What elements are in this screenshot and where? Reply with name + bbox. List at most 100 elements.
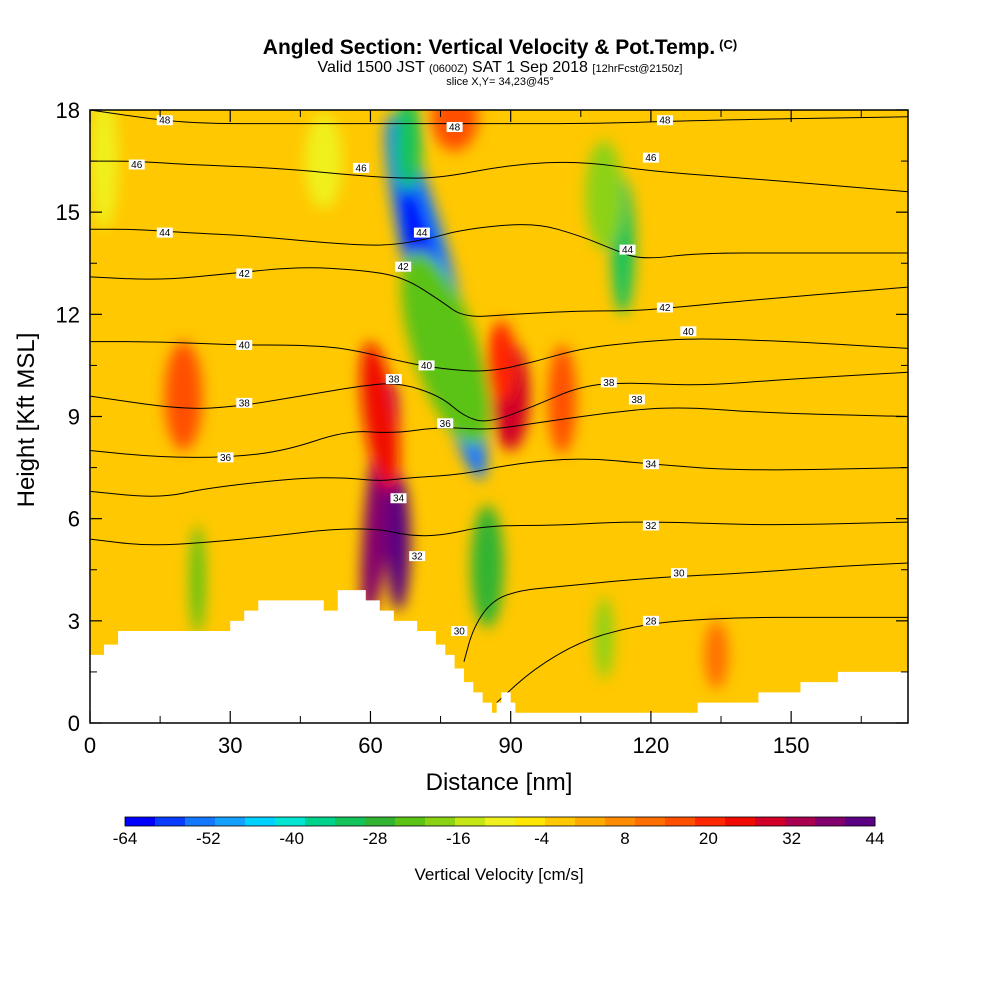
colorbar-swatch bbox=[395, 817, 426, 826]
colorbar-swatch bbox=[575, 817, 606, 826]
terrain-mask bbox=[90, 590, 908, 723]
x-tick-label: 60 bbox=[358, 733, 382, 758]
colorbar-swatch bbox=[305, 817, 336, 826]
contour-label-bg bbox=[619, 244, 636, 255]
colorbar-swatch bbox=[725, 817, 756, 826]
contour-label-bg bbox=[642, 152, 659, 163]
vv-feature bbox=[548, 344, 577, 454]
contour-label-bg bbox=[600, 377, 617, 388]
contour-label-40: 40 bbox=[683, 327, 695, 338]
contour-label-34: 34 bbox=[393, 494, 405, 505]
y-axis-title: Height [Kft MSL] bbox=[13, 333, 40, 508]
contour-label-bg bbox=[156, 227, 173, 238]
colorbar-tick-label: 8 bbox=[620, 829, 629, 848]
theta-contour-48 bbox=[90, 110, 908, 125]
contour-label-32: 32 bbox=[412, 552, 424, 563]
valid-prefix: Valid 1500 JST bbox=[317, 59, 425, 76]
y-tick-label: 15 bbox=[56, 200, 80, 225]
contour-label-48: 48 bbox=[449, 123, 461, 134]
vv-feature bbox=[386, 474, 411, 611]
contour-label-bg bbox=[642, 520, 659, 531]
colorbar-swatch bbox=[215, 817, 246, 826]
contour-label-38: 38 bbox=[631, 395, 643, 406]
colorbar-swatch bbox=[605, 817, 636, 826]
y-tick-label: 12 bbox=[56, 302, 80, 327]
contour-label-bg bbox=[409, 551, 426, 562]
colorbar-swatch bbox=[335, 817, 366, 826]
chart-title-unit: (C) bbox=[719, 37, 738, 52]
forecast-info: [12hrFcst@2150z] bbox=[592, 63, 683, 75]
contour-label-44: 44 bbox=[159, 228, 171, 239]
contour-label-bg bbox=[385, 374, 402, 385]
contour-label-36: 36 bbox=[440, 419, 452, 430]
colorbar-tick-label: -16 bbox=[446, 829, 471, 848]
colorbar-swatch bbox=[455, 817, 486, 826]
colorbar-swatch bbox=[485, 817, 516, 826]
contour-label-bg bbox=[236, 339, 253, 350]
colorbar-tick-label: 32 bbox=[782, 829, 801, 848]
contour-label-28: 28 bbox=[645, 616, 657, 627]
contour-label-38: 38 bbox=[603, 378, 615, 389]
contour-label-bg bbox=[446, 122, 463, 133]
colorbar: -64 -52 -40 -28 -16 -4 8 20 32 44 bbox=[113, 816, 884, 848]
theta-contour-46 bbox=[90, 160, 908, 193]
contour-label-bg bbox=[217, 452, 234, 463]
chart-title-text: Angled Section: Vertical Velocity & Pot.… bbox=[262, 36, 716, 59]
contour-label-44: 44 bbox=[622, 245, 634, 256]
x-tick-label: 30 bbox=[218, 733, 242, 758]
colorbar-swatch bbox=[665, 817, 696, 826]
colorbar-frame bbox=[124, 816, 876, 827]
vv-feature bbox=[585, 140, 623, 250]
colorbar-swatch bbox=[695, 817, 726, 826]
vv-feature bbox=[400, 250, 490, 447]
colorbar-swatch bbox=[815, 817, 846, 826]
vv-feature bbox=[704, 620, 729, 689]
theta-contour-30 bbox=[463, 562, 908, 662]
contour-label-bg bbox=[642, 459, 659, 470]
vv-feature bbox=[487, 321, 516, 403]
theta-contour-36 bbox=[90, 407, 908, 458]
contour-label-36: 36 bbox=[220, 453, 232, 464]
contour-label-bg bbox=[353, 162, 370, 173]
colorbar-swatch bbox=[125, 817, 156, 826]
contour-label-bg bbox=[628, 394, 645, 405]
contour-label-38: 38 bbox=[239, 398, 251, 409]
theta-contour-44 bbox=[90, 224, 908, 259]
plot-area: 48 48 48 46 46 46 44 44 44 42 42 42 40 40 40 38 38 38 38 36… bbox=[90, 110, 908, 723]
contour-label-bg bbox=[680, 326, 697, 337]
colorbar-swatch bbox=[845, 817, 876, 826]
colorbar-swatch bbox=[365, 817, 396, 826]
contour-label-46: 46 bbox=[131, 160, 143, 171]
colorbar-swatch bbox=[515, 817, 546, 826]
contour-label-30: 30 bbox=[673, 569, 685, 580]
contour-label-30: 30 bbox=[454, 627, 466, 638]
colorbar-swatch bbox=[275, 817, 306, 826]
colorbar-swatch bbox=[425, 817, 456, 826]
colorbar-swatch bbox=[755, 817, 786, 826]
vv-feature bbox=[470, 505, 504, 628]
vv-feature bbox=[393, 110, 422, 192]
colorbar-tick-label: -4 bbox=[534, 829, 549, 848]
contour-label-42: 42 bbox=[239, 269, 251, 280]
contour-labels: 48 48 48 46 46 46 44 44 44 42 42 42 40 40 40 38 38 38 38 36… bbox=[128, 115, 697, 638]
theta-contour-28 bbox=[496, 616, 908, 703]
valid-utc: (0600Z) bbox=[429, 63, 468, 75]
contour-label-bg bbox=[642, 615, 659, 626]
contour-label-bg bbox=[437, 418, 454, 429]
contour-label-bg bbox=[156, 115, 173, 126]
contour-label-46: 46 bbox=[356, 163, 368, 174]
contour-label-bg bbox=[656, 115, 673, 126]
y-tick-label: 3 bbox=[68, 609, 80, 634]
contour-label-bg bbox=[451, 626, 468, 637]
valid-time-line: Valid 1500 JST (0600Z) SAT 1 Sep 2018 [1… bbox=[0, 59, 1000, 77]
contour-label-38: 38 bbox=[388, 375, 400, 386]
contour-label-44: 44 bbox=[416, 228, 428, 239]
valid-date: SAT 1 Sep 2018 bbox=[472, 59, 588, 76]
y-tick-label: 0 bbox=[68, 711, 80, 736]
vertical-velocity-field bbox=[90, 110, 729, 689]
vv-feature bbox=[431, 110, 478, 151]
vv-feature bbox=[190, 525, 205, 635]
contour-label-bg bbox=[236, 268, 253, 279]
